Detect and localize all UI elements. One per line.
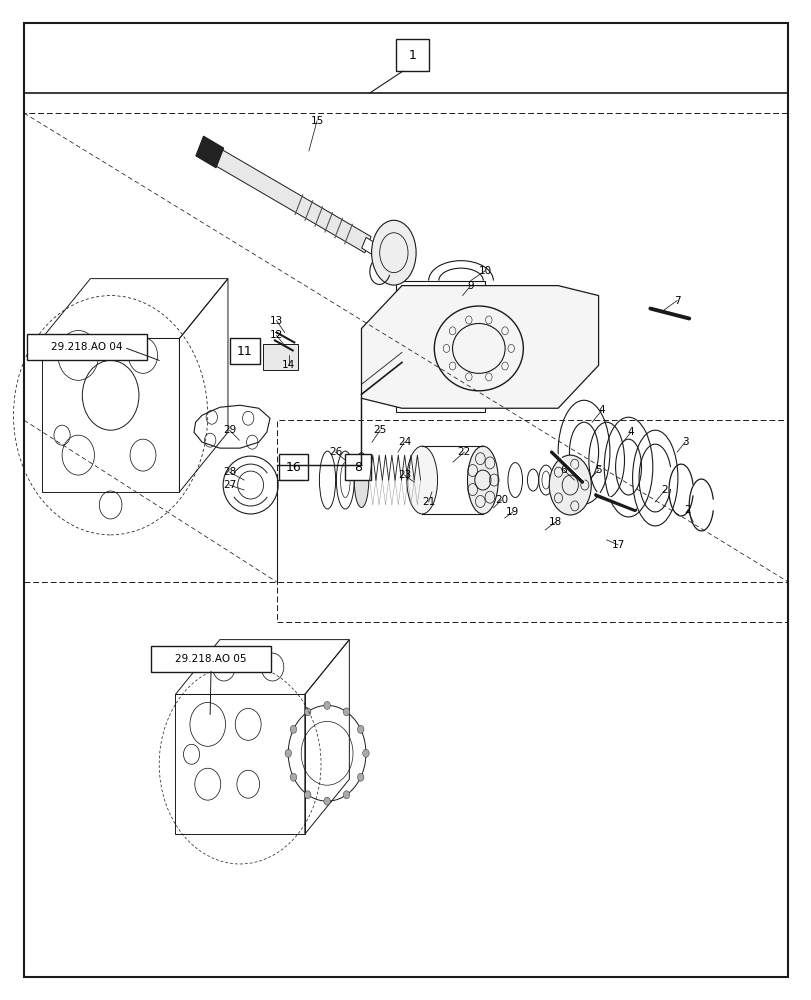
- Text: 14: 14: [281, 360, 295, 370]
- Text: 19: 19: [505, 507, 519, 517]
- Circle shape: [324, 701, 330, 709]
- Ellipse shape: [548, 455, 590, 515]
- Text: 13: 13: [269, 316, 283, 326]
- Polygon shape: [195, 136, 224, 168]
- Circle shape: [363, 749, 369, 757]
- Circle shape: [290, 725, 296, 733]
- Text: 11: 11: [237, 345, 252, 358]
- FancyBboxPatch shape: [279, 454, 307, 480]
- Circle shape: [343, 791, 350, 799]
- Text: 25: 25: [373, 425, 386, 435]
- Text: 4: 4: [627, 427, 633, 437]
- FancyBboxPatch shape: [396, 39, 428, 71]
- Text: 15: 15: [310, 116, 324, 126]
- Text: 29.218.AO 04: 29.218.AO 04: [51, 342, 122, 352]
- Text: 16: 16: [285, 461, 301, 474]
- Circle shape: [343, 708, 350, 716]
- Text: 24: 24: [397, 437, 410, 447]
- Ellipse shape: [467, 446, 498, 514]
- Text: 10: 10: [478, 266, 491, 276]
- Text: 6: 6: [560, 465, 566, 475]
- Circle shape: [285, 749, 291, 757]
- FancyBboxPatch shape: [151, 646, 271, 672]
- Text: 27: 27: [223, 480, 236, 490]
- Text: 5: 5: [594, 465, 601, 475]
- Circle shape: [304, 708, 311, 716]
- Text: 26: 26: [328, 447, 341, 457]
- Text: 7: 7: [673, 296, 680, 306]
- FancyBboxPatch shape: [230, 338, 260, 364]
- Text: 29: 29: [223, 425, 236, 435]
- FancyBboxPatch shape: [345, 454, 371, 480]
- Circle shape: [324, 797, 330, 805]
- Text: 12: 12: [269, 330, 283, 340]
- Text: 18: 18: [548, 517, 562, 527]
- Ellipse shape: [406, 446, 437, 514]
- Text: 8: 8: [354, 461, 362, 474]
- Text: 23: 23: [397, 470, 410, 480]
- Circle shape: [357, 773, 363, 781]
- Ellipse shape: [354, 453, 368, 507]
- Text: 4: 4: [598, 405, 604, 415]
- Polygon shape: [361, 286, 598, 408]
- FancyBboxPatch shape: [263, 344, 298, 370]
- Text: 20: 20: [495, 495, 508, 505]
- Text: 2: 2: [684, 505, 690, 515]
- Ellipse shape: [371, 220, 415, 285]
- Polygon shape: [212, 148, 371, 253]
- Circle shape: [290, 773, 296, 781]
- Text: 28: 28: [223, 467, 236, 477]
- Circle shape: [357, 725, 363, 733]
- FancyBboxPatch shape: [24, 23, 787, 977]
- Text: 21: 21: [422, 497, 435, 507]
- Text: 22: 22: [457, 447, 470, 457]
- FancyBboxPatch shape: [28, 334, 147, 360]
- Text: 29.218.AO 05: 29.218.AO 05: [175, 654, 247, 664]
- Polygon shape: [362, 237, 382, 258]
- Text: 1: 1: [408, 49, 416, 62]
- Text: 3: 3: [681, 437, 688, 447]
- Text: 17: 17: [611, 540, 624, 550]
- Text: 9: 9: [467, 281, 474, 291]
- Circle shape: [304, 791, 311, 799]
- Text: 2: 2: [661, 485, 667, 495]
